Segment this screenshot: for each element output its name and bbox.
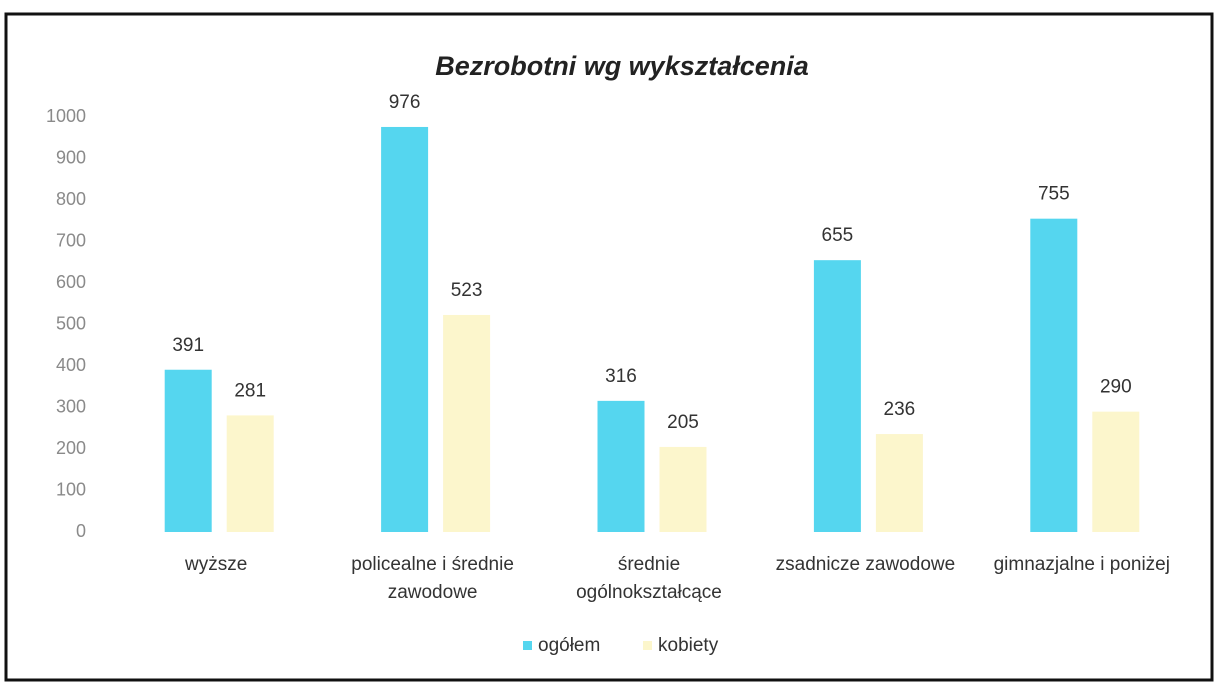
y-tick-label: 500 [56,313,86,333]
y-tick-label: 100 [56,479,86,499]
legend-label: kobiety [658,635,719,656]
bar [1092,411,1140,532]
value-label: 976 [389,92,421,113]
y-tick-label: 200 [56,438,86,458]
bar [1030,218,1078,533]
y-tick-label: 700 [56,230,86,250]
legend-swatch [523,641,532,650]
x-tick-label: gimnazjalne i poniżej [994,554,1170,575]
bar [597,400,645,532]
value-label: 281 [234,380,266,401]
value-label: 205 [667,412,699,433]
legend-swatch [643,641,652,650]
chart-title: Bezrobotni wg wykształcenia [435,51,809,81]
value-label: 755 [1038,184,1070,205]
y-tick-label: 600 [56,272,86,292]
value-label: 523 [451,280,483,301]
chart-frame [4,12,1214,682]
bar [443,314,491,532]
bar [381,126,429,533]
y-tick-label: 0 [76,521,86,541]
y-tick-label: 1000 [46,106,86,126]
value-label: 655 [822,225,854,246]
bar [813,260,861,532]
x-tick-label: zsadnicze zawodowe [776,554,956,575]
bar [875,434,923,532]
value-label: 290 [1100,377,1132,398]
value-label: 316 [605,366,637,387]
x-tick-label: średnie ogólnokształcące [576,554,722,603]
x-tick-label: policealne i średnie zawodowe [351,554,514,603]
legend-label: ogółem [538,635,600,656]
y-tick-label: 800 [56,189,86,209]
y-tick-label: 900 [56,147,86,167]
x-tick-label: wyższe [184,554,247,575]
y-tick-label: 400 [56,355,86,375]
value-label: 236 [884,399,916,420]
bar [226,415,274,532]
y-tick-label: 300 [56,396,86,416]
bar [659,446,707,532]
bar [164,369,212,532]
value-label: 391 [172,335,204,356]
